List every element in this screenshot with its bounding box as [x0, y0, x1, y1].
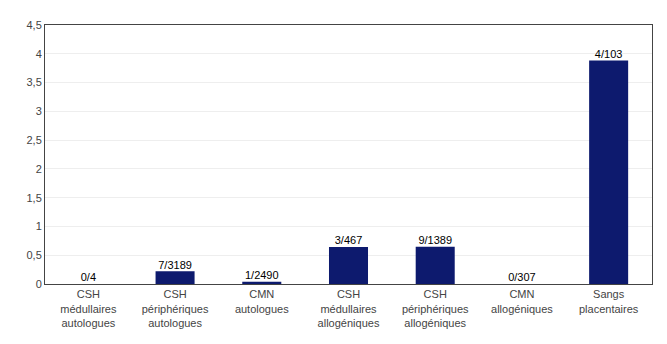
svg-text:3: 3: [36, 105, 42, 117]
svg-text:CSHmédullairesallogéniques: CSHmédullairesallogéniques: [318, 288, 380, 329]
svg-text:7/3189: 7/3189: [158, 259, 192, 271]
svg-text:CMNautologues: CMNautologues: [235, 288, 289, 314]
svg-text:1: 1: [36, 220, 42, 232]
svg-text:0: 0: [36, 278, 42, 290]
svg-text:4,5: 4,5: [27, 19, 42, 31]
svg-text:CMNallogéniques: CMNallogéniques: [491, 288, 553, 314]
svg-text:CSHpériphériquesautologues: CSHpériphériquesautologues: [142, 288, 209, 329]
svg-text:9/1389: 9/1389: [418, 234, 452, 246]
svg-text:4: 4: [36, 48, 42, 60]
svg-text:0,5: 0,5: [27, 249, 42, 261]
svg-text:0/307: 0/307: [508, 271, 536, 283]
svg-text:2,5: 2,5: [27, 134, 42, 146]
svg-text:Sangsplacentaires: Sangsplacentaires: [579, 288, 639, 314]
svg-text:1/2490: 1/2490: [245, 269, 279, 281]
svg-text:3/467: 3/467: [335, 234, 363, 246]
svg-text:2: 2: [36, 163, 42, 175]
svg-text:CSHmédullairesautologues: CSHmédullairesautologues: [60, 288, 117, 329]
svg-text:CSHpériphériquesallogéniques: CSHpériphériquesallogéniques: [402, 288, 469, 329]
svg-text:0/4: 0/4: [81, 271, 96, 283]
svg-text:4/103: 4/103: [595, 48, 623, 60]
svg-text:1,5: 1,5: [27, 192, 42, 204]
svg-text:3,5: 3,5: [27, 76, 42, 88]
